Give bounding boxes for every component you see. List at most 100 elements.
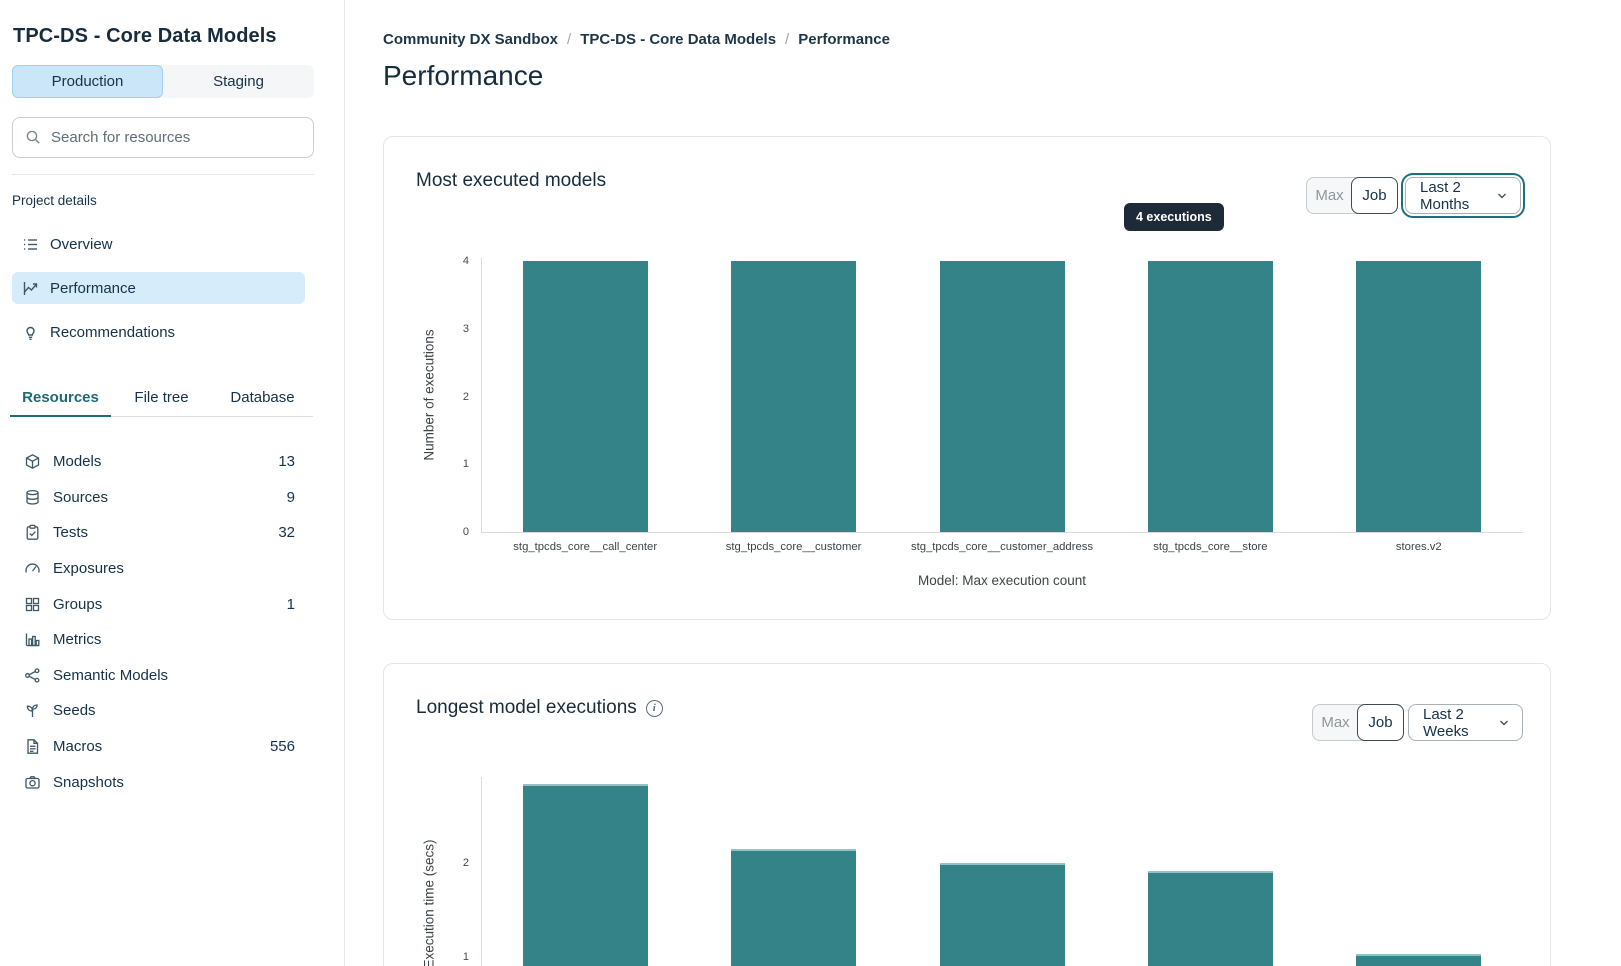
staging-tab[interactable]: Staging	[163, 65, 314, 98]
y-tick-label: 1	[462, 951, 469, 963]
x-tick-label: stg_tpcds_core__customer	[725, 541, 862, 553]
bar-series-1[interactable]	[731, 848, 857, 966]
bar-series-3[interactable]	[1147, 871, 1273, 966]
tab-resources[interactable]: Resources	[10, 384, 111, 417]
resource-label: Models	[53, 453, 102, 471]
search-box[interactable]	[12, 117, 314, 158]
y-axis-title: Number of executions	[421, 329, 437, 461]
date-range-select[interactable]: Last 2 Months	[1405, 177, 1521, 214]
resource-item-metrics[interactable]: Metrics	[12, 622, 305, 658]
sidebar-item-performance[interactable]: Performance	[12, 272, 305, 304]
resource-item-models[interactable]: Models 13	[12, 444, 305, 480]
bar-chart-icon	[24, 631, 41, 648]
project-nav: Overview Performance Recommendations	[12, 228, 305, 360]
card-title-text: Longest model executions	[416, 697, 637, 718]
date-range-value: Last 2 Weeks	[1423, 705, 1469, 740]
job-button[interactable]: Job	[1351, 177, 1398, 214]
date-range-select[interactable]: Last 2 Weeks	[1408, 704, 1523, 741]
resource-item-sources[interactable]: Sources 9	[12, 480, 305, 516]
resource-item-macros[interactable]: Macros 556	[12, 729, 305, 765]
sidebar: TPC-DS - Core Data Models Production Sta…	[0, 0, 345, 966]
card2-controls: Max Job	[1312, 704, 1404, 741]
document-icon	[24, 738, 41, 755]
chevron-down-icon	[1496, 190, 1508, 202]
max-job-toggle: Max Job	[1306, 177, 1398, 214]
executions-tooltip: 4 executions	[1124, 203, 1224, 231]
y-tick-label: 3	[462, 322, 469, 335]
nodes-icon	[24, 667, 41, 684]
resource-item-exposures[interactable]: Exposures	[12, 551, 305, 587]
resource-count: 1	[286, 595, 295, 613]
breadcrumb-item: Performance	[798, 31, 890, 48]
resource-item-tests[interactable]: Tests 32	[12, 515, 305, 551]
bar-stg_tpcds_core__customer[interactable]	[731, 261, 857, 532]
card1-range-control: Last 2 Months	[1405, 177, 1521, 214]
resource-item-groups[interactable]: Groups 1	[12, 586, 305, 622]
tab-file-tree[interactable]: File tree	[134, 389, 189, 406]
bar-stg_tpcds_core__call_center[interactable]	[522, 261, 648, 532]
job-button[interactable]: Job	[1357, 704, 1404, 741]
bar-series-4[interactable]	[1356, 954, 1482, 966]
bar-stores.v2[interactable]	[1356, 261, 1482, 532]
x-tick-label: stg_tpcds_core__customer_address	[910, 541, 1094, 553]
bar-series-2[interactable]	[939, 863, 1065, 966]
x-axis-line	[481, 532, 1523, 533]
resource-count: 556	[269, 738, 295, 756]
production-tab[interactable]: Production	[12, 65, 163, 98]
tab-database[interactable]: Database	[230, 389, 295, 406]
project-title: TPC-DS - Core Data Models	[13, 25, 277, 47]
max-button[interactable]: Max	[1307, 178, 1352, 213]
breadcrumb-separator: /	[567, 31, 572, 48]
resource-count: 9	[286, 488, 295, 506]
resource-list: Models 13 Sources 9 Tests 32 Exposures Groups 1 M…	[12, 444, 305, 800]
cube-icon	[24, 453, 41, 470]
line-chart-icon	[22, 280, 39, 297]
resource-label: Macros	[53, 738, 103, 756]
max-button[interactable]: Max	[1313, 705, 1358, 740]
bar-stg_tpcds_core__customer_address[interactable]	[939, 261, 1065, 532]
card2-range-control: Last 2 Weeks	[1408, 704, 1523, 741]
breadcrumb-item[interactable]: Community DX Sandbox	[383, 31, 559, 48]
resource-label: Snapshots	[53, 773, 124, 791]
x-tick-label: stg_tpcds_core__call_center	[513, 541, 658, 553]
bar-stg_tpcds_core__store[interactable]	[1147, 261, 1273, 532]
page-title: Performance	[383, 60, 544, 91]
breadcrumb: Community DX Sandbox / TPC-DS - Core Data …	[383, 31, 890, 48]
breadcrumb-item[interactable]: TPC-DS - Core Data Models	[580, 31, 777, 48]
resource-item-semantic-models[interactable]: Semantic Models	[12, 658, 305, 694]
card1-controls: Max Job	[1306, 177, 1398, 214]
gauge-icon	[24, 560, 41, 577]
grid-icon	[24, 596, 41, 613]
list-icon	[22, 236, 39, 253]
y-axis-line	[481, 258, 482, 532]
x-axis-title: Model: Max execution count	[917, 573, 1087, 588]
y-tick-label: 2	[462, 857, 469, 869]
x-tick-label: stg_tpcds_core__store	[1153, 541, 1268, 553]
chevron-down-icon	[1498, 717, 1510, 729]
resource-label: Exposures	[53, 560, 124, 578]
resource-label: Metrics	[53, 631, 102, 649]
sidebar-item-label: Recommendations	[50, 323, 176, 341]
environment-toggle: Production Staging	[12, 65, 314, 98]
bar-series-0[interactable]	[522, 784, 648, 966]
lightbulb-icon	[22, 324, 39, 341]
sidebar-divider	[12, 174, 314, 175]
resource-label: Tests	[53, 524, 89, 542]
resource-item-snapshots[interactable]: Snapshots	[12, 764, 305, 800]
sidebar-item-recommendations[interactable]: Recommendations	[12, 316, 305, 348]
most-executed-models-card: Most executed models Max Job Last 2 Mont…	[383, 136, 1551, 620]
y-tick-label: 1	[462, 458, 469, 471]
resource-item-seeds[interactable]: Seeds	[12, 693, 305, 729]
sidebar-tabs: Resources File tree Database	[10, 384, 313, 417]
y-axis-line	[481, 777, 482, 966]
search-input[interactable]	[51, 129, 301, 146]
sidebar-item-label: Overview	[50, 235, 113, 253]
resource-count: 32	[278, 524, 295, 542]
y-tick-label: 4	[462, 255, 469, 267]
x-tick-label: stores.v2	[1395, 541, 1442, 553]
info-icon[interactable]: i	[645, 699, 663, 717]
breadcrumb-separator: /	[785, 31, 790, 48]
sidebar-item-overview[interactable]: Overview	[12, 228, 305, 260]
y-tick-label: 2	[462, 390, 469, 403]
